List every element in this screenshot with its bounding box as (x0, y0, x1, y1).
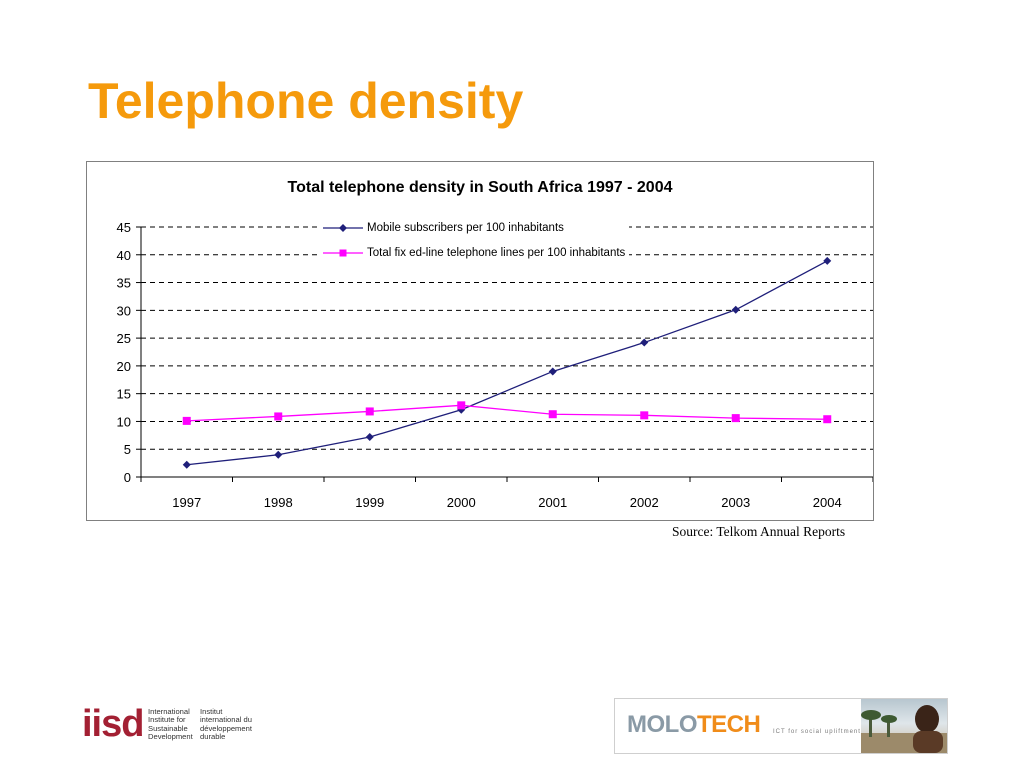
series-1-point-1998 (274, 412, 283, 421)
series-1-point-2001 (548, 410, 557, 419)
series-0-point-1997 (182, 460, 191, 469)
legend-entry-mobile: Mobile subscribers per 100 inhabitants (323, 215, 625, 240)
series-1-point-2002 (640, 411, 649, 420)
child-photo-icon (861, 705, 947, 753)
series-0-point-2002 (640, 338, 649, 347)
y-tick-label-25: 25 (117, 331, 131, 346)
slide-title: Telephone density (88, 73, 524, 129)
series-1-point-1997 (182, 416, 191, 425)
series-0-point-2001 (548, 367, 557, 376)
x-tick-label-1999: 1999 (355, 495, 384, 510)
y-tick-label-5: 5 (124, 442, 131, 457)
series-line-0 (186, 260, 828, 466)
molotech-photo (861, 699, 947, 753)
y-tick-label-20: 20 (117, 359, 131, 374)
y-tick-label-0: 0 (124, 470, 131, 485)
chart-legend: Mobile subscribers per 100 inhabitants T… (319, 215, 630, 265)
line-chart: 0 5 10 15 20 25 30 35 40 45 1997 1998 1999 2000 2001 20… (117, 220, 873, 510)
iisd-logo: iisd International Institute for Sustain… (82, 702, 282, 752)
y-tick-label-15: 15 (117, 387, 131, 402)
molotech-logo: MOLOTECH ICT for social upliftment (614, 698, 948, 754)
legend-entry-fixed: Total fix ed-line telephone lines per 10… (323, 240, 625, 265)
y-tick-label-30: 30 (117, 303, 131, 318)
legend-label-mobile: Mobile subscribers per 100 inhabitants (367, 221, 564, 234)
y-tick-label-35: 35 (117, 276, 131, 291)
iisd-name-french: Institut international du développement … (200, 707, 252, 742)
series-line-1 (186, 404, 828, 422)
x-tick-label-2000: 2000 (447, 495, 476, 510)
series-0-point-2003 (731, 305, 740, 314)
series-0-point-2004 (823, 256, 832, 265)
series-1-point-2004 (823, 415, 832, 424)
x-tick-label-2001: 2001 (538, 495, 567, 510)
x-tick-label-2004: 2004 (813, 495, 842, 510)
legend-label-fixed: Total fix ed-line telephone lines per 10… (367, 246, 626, 259)
x-tick-label-2002: 2002 (630, 495, 659, 510)
iisd-name-english: International Institute for Sustainable … (148, 707, 193, 742)
y-tick-label-40: 40 (117, 248, 131, 263)
legend-key-mobile (323, 223, 363, 232)
chart-frame: 0 5 10 15 20 25 30 35 40 45 1997 1998 1999 2000 2001 20… (86, 161, 874, 521)
iisd-wordmark: iisd (82, 703, 144, 745)
x-tick-label-1998: 1998 (264, 495, 293, 510)
y-tick-label-10: 10 (117, 414, 131, 429)
chart-title: Total telephone density in South Africa … (287, 179, 673, 196)
molotech-wordmark: MOLOTECH (627, 711, 761, 738)
source-note: Source: Telkom Annual Reports (672, 524, 846, 539)
x-tick-label-2003: 2003 (721, 495, 750, 510)
series-1-point-2003 (731, 414, 740, 423)
legend-key-fixed (323, 249, 363, 256)
series-1-point-2000 (457, 401, 466, 410)
y-tick-label-45: 45 (117, 220, 131, 235)
series-1-point-1999 (365, 407, 374, 416)
x-tick-label-1997: 1997 (172, 495, 201, 510)
series-0-point-1998 (274, 450, 283, 459)
series-0-point-1999 (365, 433, 374, 441)
molotech-tagline: ICT for social upliftment (773, 729, 861, 735)
